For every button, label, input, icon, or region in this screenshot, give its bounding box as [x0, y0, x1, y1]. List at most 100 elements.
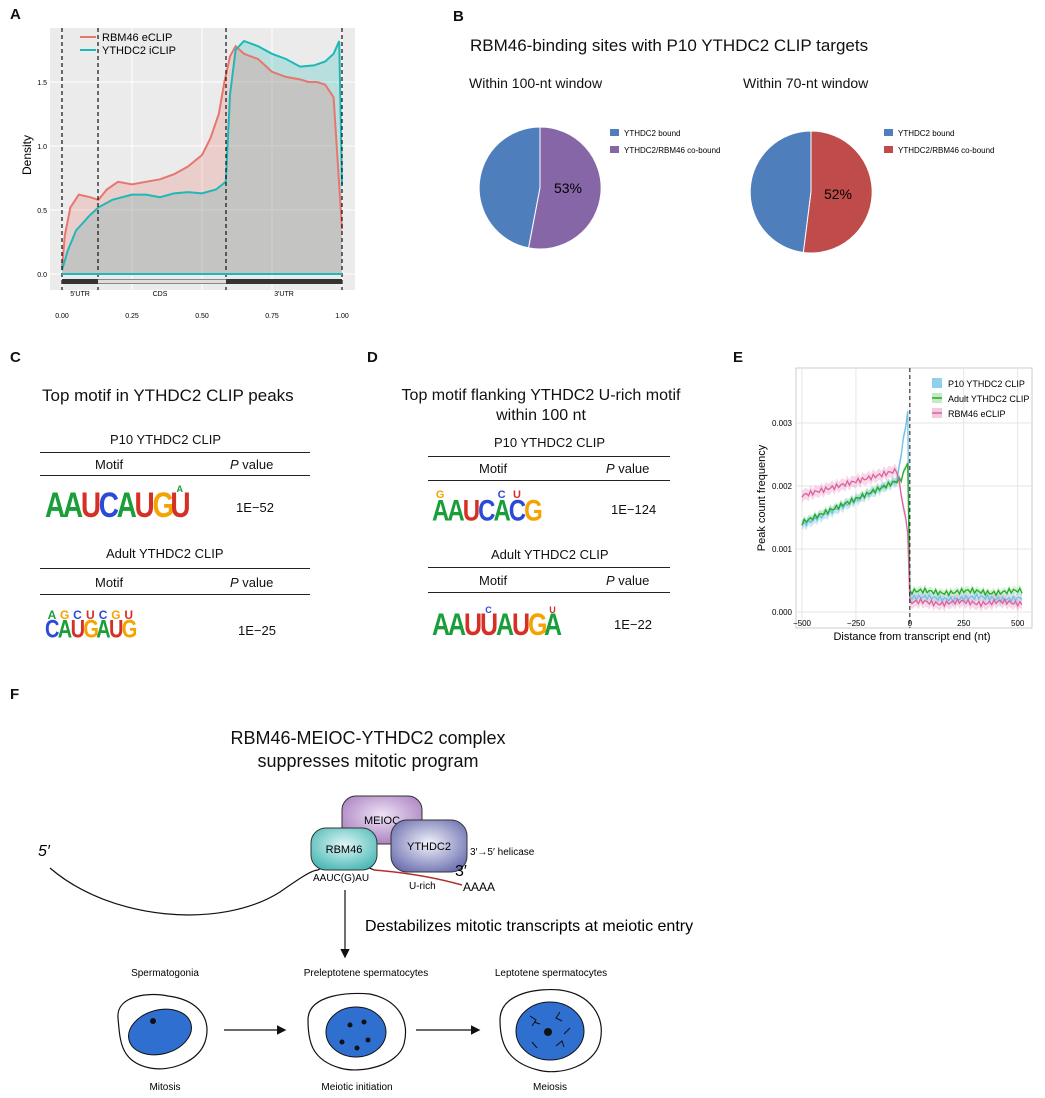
stage-meiosis-label: Meiosis [533, 1082, 567, 1093]
logo-sub-letter: C [98, 608, 108, 622]
mrna-strand [49, 867, 319, 916]
logo-column: A [448, 609, 466, 640]
adult-ythdc2-ci-band [802, 459, 1022, 600]
e-ytick-label: 0.001 [772, 545, 793, 554]
e-xtick-label: −500 [793, 619, 812, 628]
d-table1-midline [428, 480, 670, 481]
d-table2-col-p: P value [606, 573, 650, 588]
a-xtick-label: 0.75 [265, 313, 279, 320]
logo-letter: U [462, 494, 480, 529]
e-xtick-label: 250 [957, 619, 971, 628]
spermatogonia-nucleus [128, 1008, 192, 1056]
spermatogonia-nucleolus [150, 1018, 156, 1024]
legend-adult-label: Adult YTHDC2 CLIP [948, 394, 1029, 404]
panel-c-title: Top motif in YTHDC2 CLIP peaks [42, 386, 294, 405]
c-table2-col-motif: Motif [95, 575, 124, 590]
logo-letter: G [528, 607, 547, 643]
panel-letter-c: C [10, 349, 21, 366]
c-table2-col-p: P value [230, 575, 274, 590]
legend-rbm46-label: RBM46 eCLIP [102, 32, 172, 44]
c-table1-midline [40, 475, 310, 476]
d-table1-col-motif: Motif [479, 461, 508, 476]
a-xtick-label: 0.50 [195, 313, 209, 320]
stage-leptotene-label: Leptotene spermatocytes [495, 968, 607, 979]
adult-ythdc2-line [801, 462, 1023, 598]
c-section2-header: Adult YTHDC2 CLIP [106, 546, 224, 561]
logo-sub-letter: U [124, 608, 133, 622]
p10-ythdc2-ci-band [802, 406, 1022, 607]
logo-letter: U [464, 607, 482, 643]
c-table2-topline [40, 568, 310, 569]
pie1-cobound-slice [528, 126, 602, 250]
chromatin-dot [347, 1022, 353, 1028]
stage-preleptotene-label: Preleptotene spermatocytes [304, 968, 429, 979]
chromatin-dot [365, 1037, 371, 1043]
logo-column: C [99, 488, 119, 522]
panel-b-title: RBM46-binding sites with P10 YTHDC2 CLIP… [470, 36, 869, 55]
logo-letter: U [480, 607, 498, 643]
panel-a-ylabel: Density [20, 135, 34, 175]
d-table2-col-motif: Motif [479, 573, 508, 588]
c-table1-topline [40, 452, 310, 453]
d-table1-pvalue: 1E−124 [611, 502, 657, 517]
logo-column: A [117, 488, 137, 522]
leptotene-nucleolus [544, 1028, 552, 1036]
helicase-label: 3′→5′ helicase [470, 847, 535, 858]
logo-letter: G [152, 486, 174, 525]
logo-letter: U [134, 486, 155, 525]
logo-letter: U [108, 615, 123, 644]
rbm46-protein [310, 827, 378, 871]
panel-letter-e: E [733, 349, 744, 366]
preleptotene-nucleus [325, 1006, 387, 1058]
a-xtick-label: 0.25 [125, 313, 139, 320]
logo-column: A [447, 496, 464, 526]
panel-f-title-1: RBM46-MEIOC-YTHDC2 complex [230, 728, 506, 748]
pie2-legend-bound-key [884, 129, 893, 136]
pie-100nt: 53% YTHDC2 bound YTHDC2/RBM46 co-bound [478, 126, 720, 250]
rbm46-ci-band [802, 463, 1022, 612]
logo-column: A [432, 609, 450, 640]
pie1-subtitle: Within 100-nt window [469, 75, 603, 91]
meioc-label: MEIOC [364, 815, 400, 827]
motif-label: AAUC(G)AU [313, 873, 369, 884]
legend-p10-label: P10 YTHDC2 CLIP [948, 379, 1025, 389]
logo-sub-letter: C [73, 608, 82, 622]
legend-ythdc2-label: YTHDC2 iCLIP [102, 45, 176, 57]
pie1-legend-bound: YTHDC2 bound [624, 129, 680, 138]
pie2-percent-label: 52% [824, 186, 852, 202]
panel-e-ylabel: Peak count frequency [756, 444, 768, 551]
ythdc2-protein [390, 819, 468, 873]
logo-column: U [81, 488, 101, 522]
panel-e-peak-frequency-chart: 0.000 0.001 0.002 0.003 −500 −250 0 250 500 Dis… [756, 367, 1033, 643]
rbm46-label: RBM46 [326, 844, 363, 856]
a-ytick-label: 0.5 [37, 208, 47, 215]
panel-letter-a: A [10, 6, 21, 23]
logo-letter: G [121, 615, 138, 644]
urich-label: U-rich [409, 881, 436, 892]
d-table2-pvalue: 1E−22 [614, 617, 652, 632]
panel-d-title-2: within 100 nt [496, 407, 586, 424]
rbm46-density-line [61, 44, 343, 268]
three-prime-label: 3′ [455, 863, 467, 880]
d-section1-header: P10 YTHDC2 CLIP [494, 435, 606, 450]
logo-column: G [524, 496, 543, 526]
ythdc2-label: YTHDC2 [407, 841, 451, 853]
logo-column: G [152, 486, 174, 525]
logo-column: C [478, 496, 495, 526]
pie2-legend-bound: YTHDC2 bound [898, 129, 954, 138]
polya-label: AAAA [463, 880, 495, 894]
pie2-subtitle: Within 70-nt window [743, 75, 869, 91]
pie1-ythdc2-bound-slice [478, 126, 541, 249]
leptotene-chromosomes [529, 1011, 571, 1049]
c-table1-pvalue: 1E−52 [236, 500, 274, 515]
a-ytick-label: 0.0 [37, 272, 47, 279]
region-5utr: 5'UTR [70, 291, 90, 298]
logo-column: U [512, 609, 530, 640]
